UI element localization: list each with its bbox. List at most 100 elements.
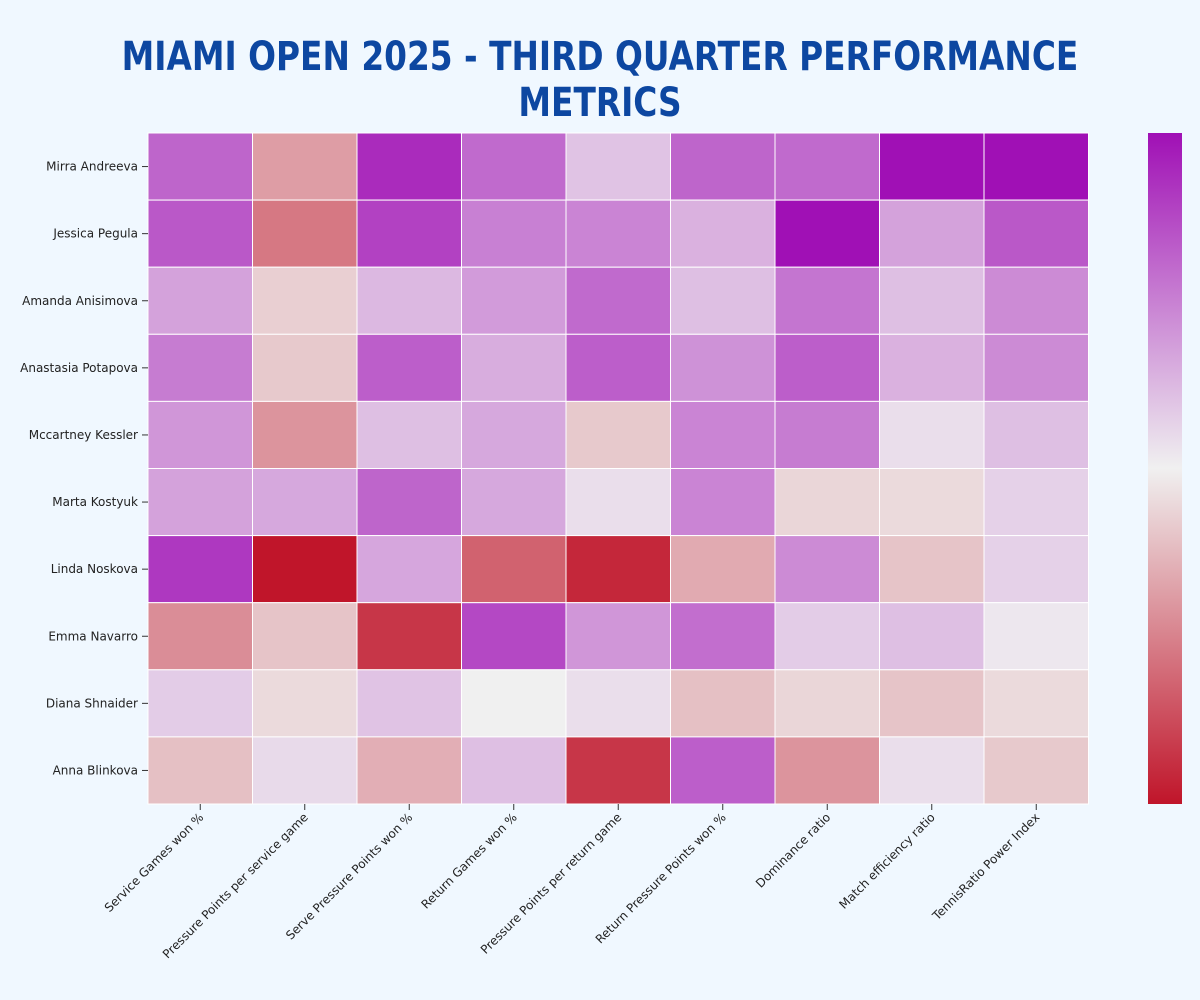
heatmap-cell	[565, 333, 671, 402]
heatmap-cell	[774, 132, 880, 201]
heatmap-cell	[565, 669, 671, 738]
heatmap-cell	[879, 468, 985, 537]
heatmap-cell	[670, 535, 776, 604]
heatmap-cell	[356, 669, 462, 738]
heatmap-cell	[356, 736, 462, 805]
heatmap-cell	[774, 266, 880, 335]
heatmap-cell	[356, 266, 462, 335]
heatmap-cell	[147, 266, 253, 335]
heatmap-cell	[565, 602, 671, 671]
row-label: Amanda Anisimova	[22, 294, 138, 308]
heatmap-cell	[983, 132, 1089, 201]
heatmap-cell	[670, 736, 776, 805]
heatmap-cell	[670, 602, 776, 671]
heatmap-cell	[983, 199, 1089, 268]
heatmap-cell	[774, 669, 880, 738]
heatmap-cell	[983, 468, 1089, 537]
column-label: TennisRatio Power Index	[929, 810, 1042, 923]
heatmap-cell	[356, 468, 462, 537]
heatmap-cell	[461, 602, 567, 671]
heatmap-cell	[670, 266, 776, 335]
colorbar	[1148, 133, 1182, 804]
heatmap-cell	[252, 468, 358, 537]
row-label: Anastasia Potapova	[20, 361, 138, 375]
heatmap-cell	[983, 333, 1089, 402]
heatmap-cell	[774, 736, 880, 805]
column-label: Return Games won %	[418, 810, 519, 911]
heatmap-cell	[670, 333, 776, 402]
row-label: Emma Navarro	[48, 629, 138, 643]
heatmap-cell	[670, 669, 776, 738]
heatmap-cell	[774, 400, 880, 469]
heatmap-cell	[774, 333, 880, 402]
heatmap-cell	[774, 199, 880, 268]
column-labels: Service Games won %Pressure Points per s…	[102, 804, 1042, 961]
heatmap-cell	[147, 535, 253, 604]
heatmap-cell	[356, 602, 462, 671]
heatmap-cell	[461, 266, 567, 335]
heatmap-cell	[252, 333, 358, 402]
row-label: Jessica Pegula	[52, 227, 138, 241]
heatmap-cell	[565, 132, 671, 201]
heatmap-cell	[252, 199, 358, 268]
heatmap-cell	[879, 535, 985, 604]
chart-title: MIAMI OPEN 2025 - THIRD QUARTER PERFORMA…	[121, 34, 1079, 126]
heatmap-cells	[147, 132, 1089, 805]
heatmap-cell	[461, 400, 567, 469]
heatmap-cell	[356, 535, 462, 604]
heatmap-cell	[252, 669, 358, 738]
row-label: Linda Noskova	[51, 562, 138, 576]
heatmap-cell	[565, 199, 671, 268]
column-label: Match efficiency ratio	[836, 810, 937, 911]
heatmap-cell	[670, 132, 776, 201]
heatmap-cell	[565, 468, 671, 537]
heatmap-cell	[879, 736, 985, 805]
row-label: Mirra Andreeva	[46, 160, 138, 174]
heatmap-cell	[774, 468, 880, 537]
heatmap-cell	[879, 669, 985, 738]
heatmap-cell	[565, 266, 671, 335]
heatmap-cell	[983, 266, 1089, 335]
heatmap-cell	[147, 199, 253, 268]
heatmap-cell	[147, 400, 253, 469]
row-label: Marta Kostyuk	[52, 495, 138, 509]
heatmap-cell	[983, 400, 1089, 469]
heatmap-cell	[879, 602, 985, 671]
heatmap-cell	[461, 669, 567, 738]
heatmap-cell	[983, 736, 1089, 805]
heatmap-cell	[147, 669, 253, 738]
row-label: Mccartney Kessler	[29, 428, 138, 442]
heatmap-cell	[356, 333, 462, 402]
heatmap-cell	[565, 400, 671, 469]
heatmap-cell	[147, 468, 253, 537]
heatmap-cell	[252, 266, 358, 335]
heatmap-cell	[461, 736, 567, 805]
heatmap-cell	[670, 400, 776, 469]
heatmap-cell	[356, 199, 462, 268]
heatmap-cell	[565, 736, 671, 805]
heatmap-cell	[983, 669, 1089, 738]
heatmap-cell	[147, 333, 253, 402]
heatmap-cell	[461, 333, 567, 402]
heatmap-cell	[461, 199, 567, 268]
column-label: Dominance ratio	[753, 810, 833, 890]
heatmap-cell	[147, 736, 253, 805]
heatmap-cell	[252, 736, 358, 805]
heatmap-cell	[879, 333, 985, 402]
heatmap-cell	[774, 535, 880, 604]
heatmap-cell	[774, 602, 880, 671]
heatmap-cell	[670, 468, 776, 537]
heatmap-cell	[252, 132, 358, 201]
heatmap-cell	[356, 400, 462, 469]
heatmap-cell	[879, 266, 985, 335]
row-label: Anna Blinkova	[53, 763, 138, 777]
heatmap-cell	[147, 132, 253, 201]
heatmap-cell	[879, 199, 985, 268]
heatmap-cell	[461, 468, 567, 537]
heatmap-cell	[983, 602, 1089, 671]
column-label: Serve Pressure Points won %	[283, 810, 415, 942]
heatmap-cell	[461, 132, 567, 201]
column-label: Service Games won %	[102, 810, 207, 915]
heatmap-cell	[147, 602, 253, 671]
